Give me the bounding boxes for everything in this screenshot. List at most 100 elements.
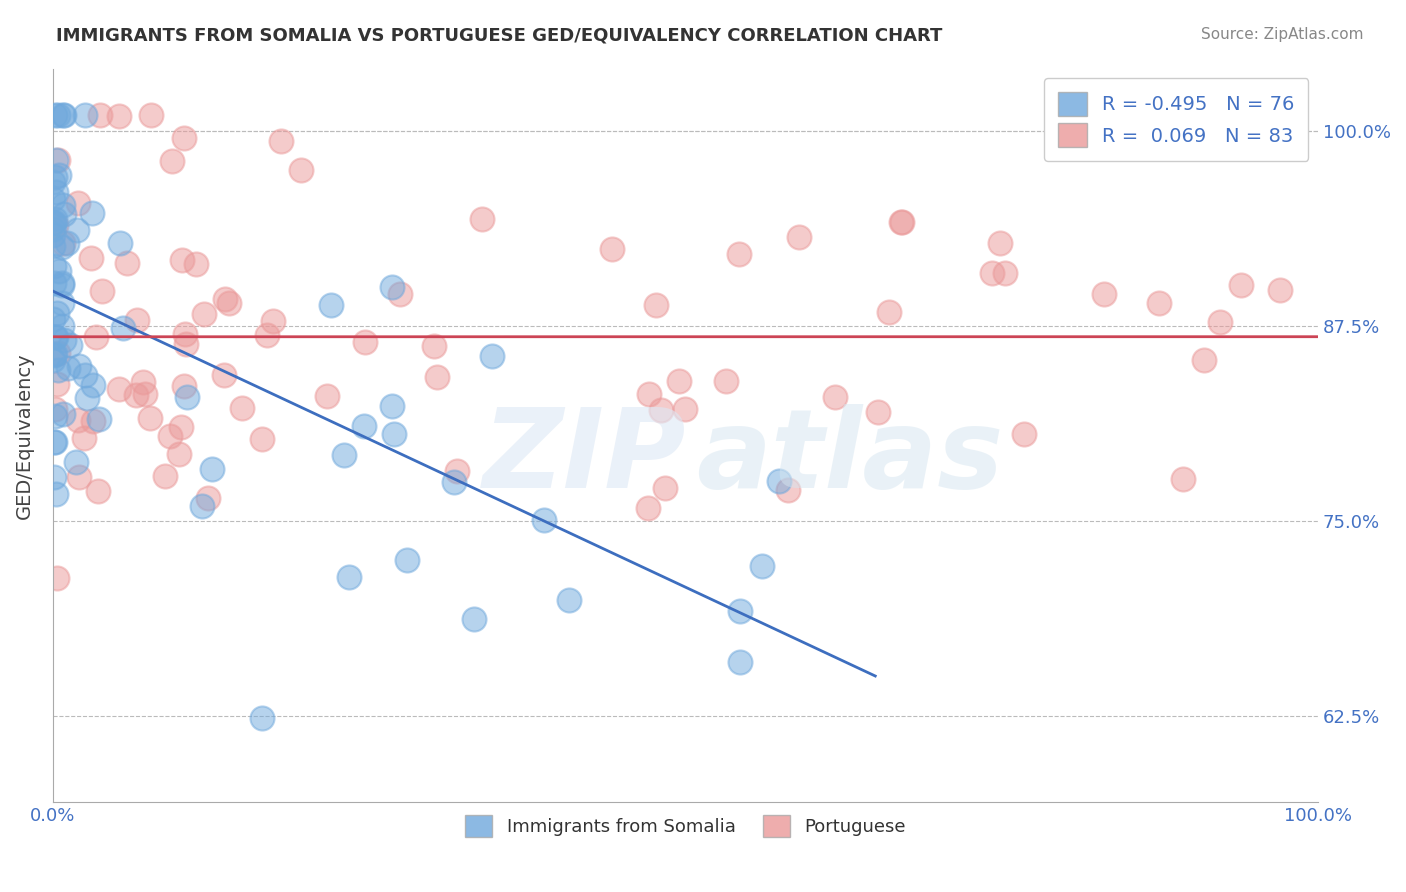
Point — [333, 448, 356, 462]
Point — [73, 432, 96, 446]
Point — [868, 405, 890, 419]
Point — [250, 432, 273, 446]
Point — [89, 108, 111, 122]
Point — [262, 314, 284, 328]
Point — [45, 185, 67, 199]
Point — [980, 266, 1002, 280]
Point — [125, 388, 148, 402]
Point — [42, 352, 65, 367]
Point — [53, 207, 76, 221]
Point — [42, 216, 65, 230]
Point — [270, 134, 292, 148]
Point — [108, 109, 131, 123]
Point — [176, 391, 198, 405]
Point — [214, 368, 236, 382]
Point — [824, 390, 846, 404]
Point — [169, 447, 191, 461]
Point — [381, 399, 404, 413]
Point — [55, 235, 77, 250]
Point — [558, 593, 581, 607]
Point — [1012, 426, 1035, 441]
Point — [173, 378, 195, 392]
Point — [197, 491, 219, 505]
Point — [471, 211, 494, 226]
Point — [44, 435, 66, 450]
Point — [353, 419, 375, 434]
Point — [44, 170, 66, 185]
Point — [139, 411, 162, 425]
Point — [184, 256, 207, 270]
Point — [422, 339, 444, 353]
Point — [66, 222, 89, 236]
Point — [112, 320, 135, 334]
Point — [1230, 277, 1253, 292]
Point — [46, 376, 69, 391]
Point — [45, 330, 67, 344]
Point — [776, 483, 799, 497]
Point — [51, 296, 73, 310]
Point — [76, 391, 98, 405]
Point — [644, 298, 666, 312]
Point — [637, 387, 659, 401]
Point — [988, 235, 1011, 250]
Point — [463, 612, 485, 626]
Point — [1147, 296, 1170, 310]
Point — [1171, 472, 1194, 486]
Point — [42, 214, 65, 228]
Point — [44, 259, 66, 273]
Point — [45, 487, 67, 501]
Point — [337, 570, 360, 584]
Point — [56, 361, 79, 376]
Point — [44, 212, 66, 227]
Point — [481, 349, 503, 363]
Point — [1270, 283, 1292, 297]
Point — [66, 196, 89, 211]
Point — [80, 206, 103, 220]
Point — [44, 348, 66, 362]
Point — [45, 306, 67, 320]
Point — [46, 346, 69, 360]
Point — [789, 230, 811, 244]
Point — [160, 154, 183, 169]
Point — [65, 455, 87, 469]
Point — [231, 401, 253, 415]
Point — [42, 239, 65, 253]
Point — [173, 131, 195, 145]
Point — [44, 401, 66, 416]
Point — [46, 363, 69, 377]
Point — [170, 420, 193, 434]
Point — [319, 298, 342, 312]
Point — [42, 227, 65, 242]
Y-axis label: GED/Equivalency: GED/Equivalency — [15, 352, 34, 519]
Point — [176, 336, 198, 351]
Point — [44, 409, 66, 424]
Point — [115, 255, 138, 269]
Legend: Immigrants from Somalia, Portuguese: Immigrants from Somalia, Portuguese — [458, 808, 912, 845]
Point — [82, 378, 104, 392]
Point — [59, 337, 82, 351]
Point — [153, 469, 176, 483]
Point — [67, 359, 90, 373]
Point — [389, 286, 412, 301]
Point — [75, 368, 97, 382]
Point — [42, 434, 65, 449]
Point — [45, 570, 67, 584]
Point — [252, 711, 274, 725]
Point — [890, 215, 912, 229]
Point — [82, 414, 104, 428]
Point — [668, 375, 690, 389]
Point — [727, 247, 749, 261]
Point — [316, 388, 339, 402]
Point — [139, 108, 162, 122]
Point — [42, 175, 65, 189]
Point — [52, 108, 75, 122]
Point — [426, 369, 449, 384]
Point — [45, 153, 67, 167]
Point — [80, 251, 103, 265]
Point — [1192, 352, 1215, 367]
Point — [52, 333, 75, 347]
Point — [110, 235, 132, 250]
Point — [650, 402, 672, 417]
Point — [201, 462, 224, 476]
Point — [218, 296, 240, 310]
